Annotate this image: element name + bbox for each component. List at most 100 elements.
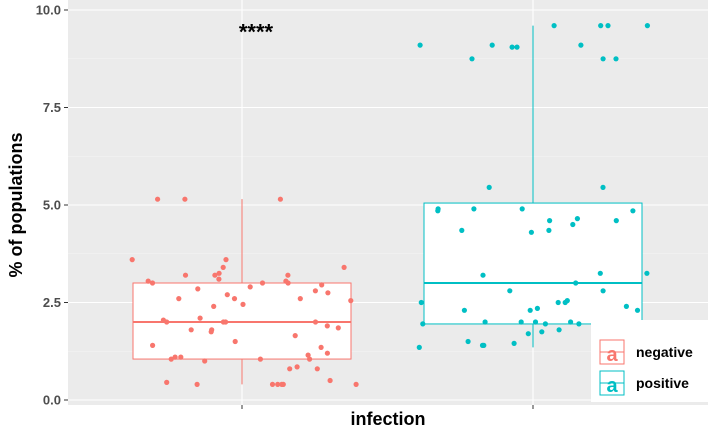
data-point-positive (600, 184, 606, 190)
data-point-negative (231, 296, 238, 302)
data-point-negative (312, 319, 319, 325)
data-point-positive (556, 327, 562, 333)
data-point-negative (182, 272, 189, 278)
data-point-negative (353, 381, 359, 387)
y-tick-label: 10.0 (36, 3, 61, 18)
data-point-negative (172, 354, 178, 360)
data-point-negative (319, 282, 325, 288)
data-point-positive (630, 208, 636, 214)
data-point-positive (573, 280, 579, 286)
data-point-negative (285, 272, 291, 278)
box-positive (423, 25, 643, 348)
data-point-negative (194, 381, 200, 387)
data-point-negative (129, 257, 135, 263)
data-point-negative (216, 276, 222, 282)
significance-annotation: **** (239, 20, 274, 45)
data-point-negative (294, 364, 300, 370)
data-point-positive (551, 23, 557, 29)
data-point-negative (145, 278, 151, 284)
data-point-negative (275, 381, 281, 387)
data-point-negative (283, 278, 289, 284)
data-point-positive (534, 305, 541, 311)
data-point-negative (220, 264, 226, 270)
data-point-positive (518, 319, 524, 325)
data-point-negative (307, 356, 313, 362)
data-point-positive (613, 218, 619, 224)
data-point-negative (209, 327, 215, 333)
data-point-positive (418, 299, 424, 306)
data-point-positive (576, 321, 582, 327)
data-point-positive (644, 270, 650, 276)
data-point-positive (623, 303, 630, 309)
data-point-negative (160, 317, 166, 323)
data-point-negative (292, 333, 298, 339)
y-axis-title: % of populations (6, 133, 26, 278)
data-point-negative (325, 290, 331, 296)
data-point-negative (168, 356, 174, 362)
data-point-positive (482, 319, 488, 325)
data-point-negative (176, 296, 182, 302)
data-point-negative (314, 366, 320, 372)
data-point-positive (555, 299, 561, 306)
y-tick-label: 2.5 (43, 295, 61, 310)
data-point-negative (324, 323, 330, 329)
legend-label-negative: negative (636, 344, 693, 360)
box-iqr (423, 202, 643, 325)
data-point-negative (232, 338, 238, 345)
legend: a negative a positive (591, 320, 708, 402)
data-point-negative (335, 325, 341, 331)
data-point-positive (417, 42, 423, 48)
data-point-positive (471, 206, 477, 212)
data-point-negative (324, 350, 330, 356)
data-point-negative (287, 366, 293, 372)
data-point-negative (216, 270, 222, 276)
x-axis (241, 405, 534, 409)
data-point-positive (479, 342, 486, 348)
data-point-positive (416, 344, 422, 350)
data-point-negative (259, 280, 266, 286)
data-point-negative (149, 280, 156, 286)
data-point-negative (247, 284, 253, 290)
data-point-positive (480, 272, 486, 278)
data-point-positive (514, 44, 520, 50)
data-point-positive (547, 218, 553, 224)
data-point-positive (507, 288, 513, 294)
data-point-negative (240, 301, 246, 307)
data-point-negative (269, 381, 276, 387)
svg-text:a: a (606, 375, 618, 397)
data-point-negative (202, 358, 208, 364)
data-point-negative (327, 377, 333, 384)
data-point-positive (532, 319, 539, 325)
data-point-positive (542, 321, 549, 327)
data-point-positive (435, 206, 441, 212)
data-point-negative (211, 303, 217, 309)
data-point-positive (486, 184, 492, 190)
data-point-negative (277, 196, 283, 202)
data-point-negative (318, 344, 324, 350)
svg-text:a: a (606, 344, 618, 366)
boxes (132, 25, 643, 385)
data-point-negative (188, 327, 194, 333)
data-point-positive (527, 307, 533, 313)
data-point-negative (197, 315, 203, 321)
data-point-positive (511, 340, 517, 346)
data-point-positive (597, 270, 603, 276)
data-point-positive (461, 307, 467, 313)
data-point-positive (420, 321, 426, 327)
data-point-positive (465, 338, 471, 345)
data-point-negative (212, 272, 218, 278)
data-point-positive (525, 331, 531, 337)
legend-label-positive: positive (636, 375, 689, 391)
y-tick-label: 0.0 (43, 393, 61, 408)
legend-item-negative: a negative (599, 339, 693, 366)
x-axis-title: infection (351, 409, 426, 429)
data-point-negative (297, 296, 303, 302)
data-point-positive (613, 56, 619, 62)
data-point-positive (600, 288, 606, 294)
data-point-negative (223, 257, 229, 263)
data-point-negative (279, 381, 285, 387)
data-point-positive (574, 216, 581, 222)
data-point-negative (182, 196, 188, 202)
data-point-negative (164, 379, 170, 385)
